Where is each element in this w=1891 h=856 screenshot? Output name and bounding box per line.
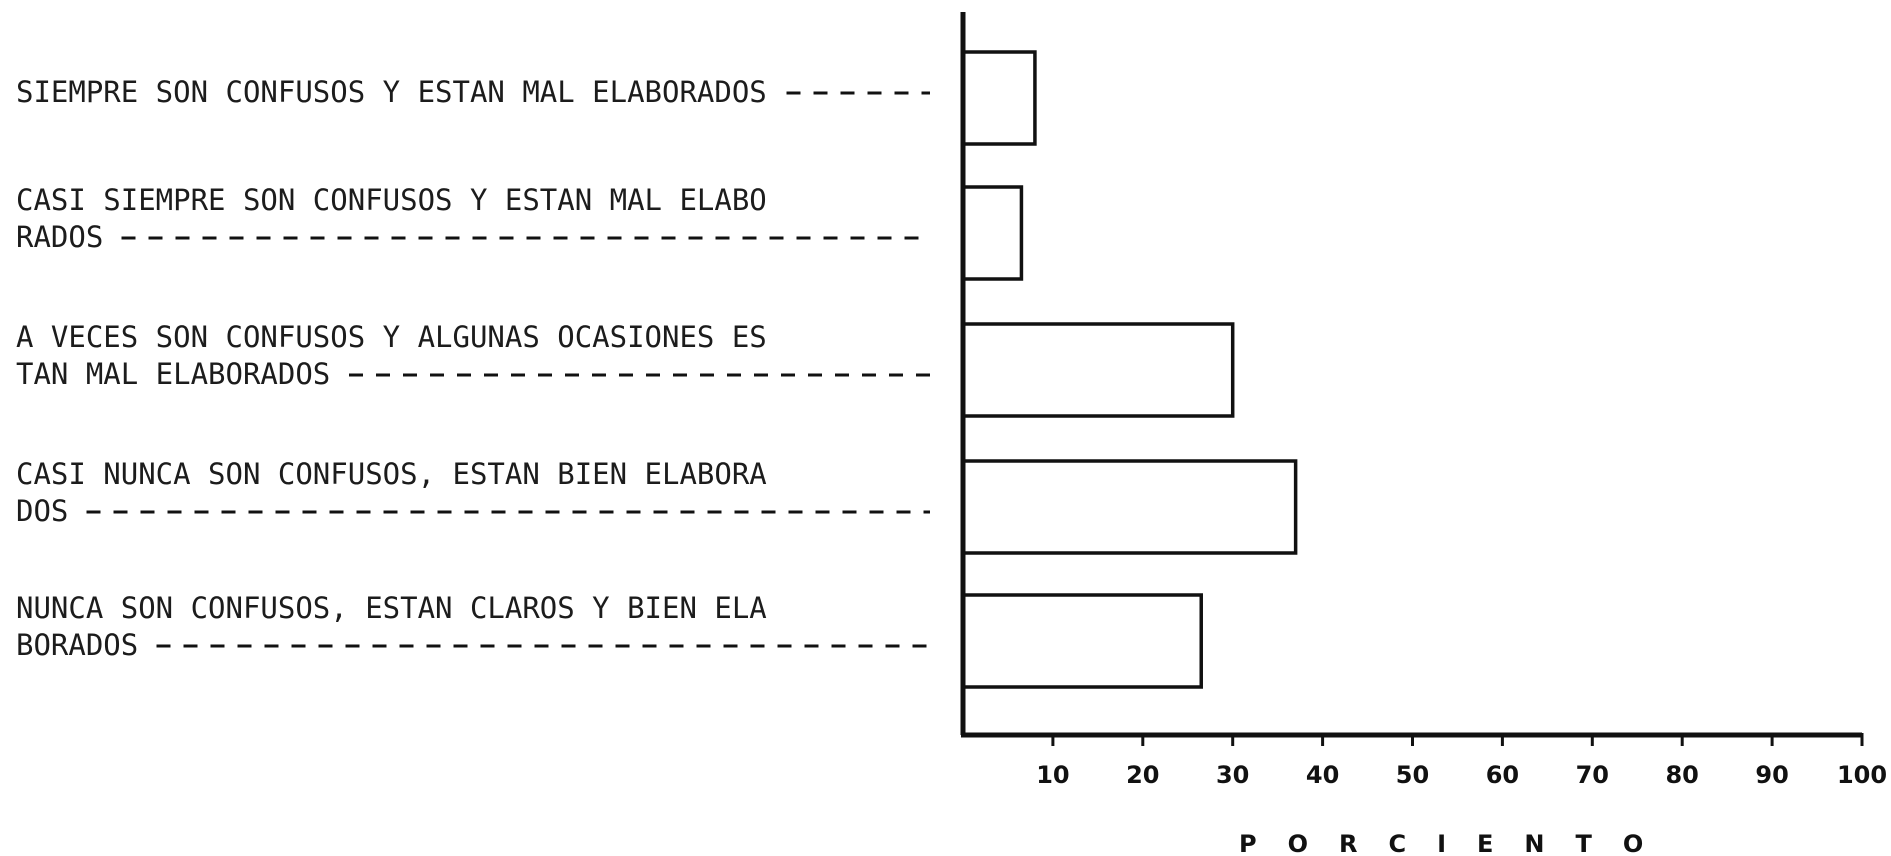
bar	[961, 593, 1203, 689]
bar	[961, 322, 1235, 418]
x-tick-label: 100	[1837, 761, 1887, 789]
category-label-line: SIEMPRE SON CONFUSOS Y ESTAN MAL ELABORA…	[16, 75, 767, 109]
x-tick-label: 80	[1665, 761, 1698, 789]
bar	[961, 50, 1037, 146]
x-axis-title: PORCIENTO	[1239, 830, 1674, 856]
x-tick-label: 90	[1755, 761, 1788, 789]
category-label-line: BORADOS	[16, 628, 138, 662]
x-tick-label: 40	[1306, 761, 1339, 789]
category-label-line: CASI NUNCA SON CONFUSOS, ESTAN BIEN ELAB…	[16, 457, 767, 491]
x-tick-label: 20	[1126, 761, 1159, 789]
x-tick-label: 60	[1486, 761, 1519, 789]
category-label-line: NUNCA SON CONFUSOS, ESTAN CLAROS Y BIEN …	[16, 591, 767, 625]
x-tick-label: 10	[1036, 761, 1069, 789]
category-label-line: DOS	[16, 494, 68, 528]
bars-group	[961, 50, 1298, 689]
category-label-line: A VECES SON CONFUSOS Y ALGUNAS OCASIONES…	[16, 320, 767, 354]
category-label-line: RADOS	[16, 220, 103, 254]
x-tick-label: 30	[1216, 761, 1249, 789]
category-label-line: CASI SIEMPRE SON CONFUSOS Y ESTAN MAL EL…	[16, 183, 767, 217]
x-tick-label: 70	[1576, 761, 1609, 789]
category-label-line: TAN MAL ELABORADOS	[16, 357, 330, 391]
bar	[961, 185, 1024, 281]
bar	[961, 459, 1298, 555]
category-labels-group: SIEMPRE SON CONFUSOS Y ESTAN MAL ELABORA…	[16, 75, 930, 662]
x-ticks-group: 10 20 30 40 50 60 70 80 90 100	[1036, 733, 1887, 789]
x-tick-label: 50	[1396, 761, 1429, 789]
